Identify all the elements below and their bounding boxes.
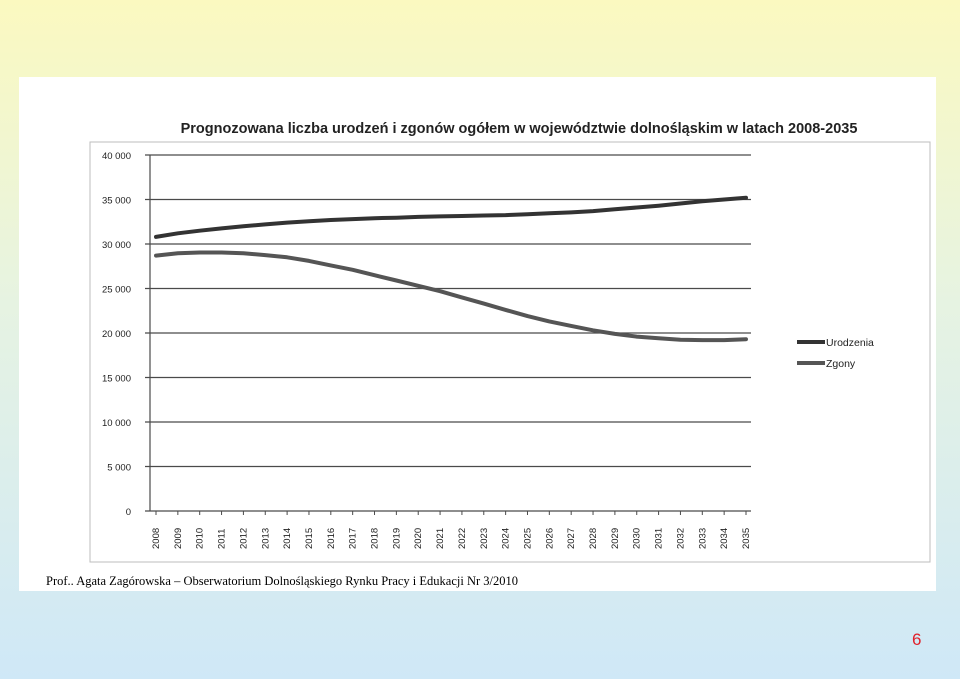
x-tick-label: 2034 (719, 528, 730, 549)
x-tick-label: 2014 (282, 528, 293, 549)
series-lines (154, 195, 748, 343)
x-tick-label: 2029 (610, 528, 621, 549)
x-tick-label: 2028 (588, 528, 599, 549)
x-tick-label: 2012 (238, 528, 249, 549)
x-tick-label: 2020 (413, 528, 424, 549)
y-tick-label: 0 (126, 507, 131, 518)
x-tick-label: 2019 (391, 528, 402, 549)
chart-image: Prognozowana liczba urodzeń i zgonów ogó… (19, 77, 936, 591)
x-tick-label: 2016 (326, 528, 337, 549)
legend: Urodzenia Zgony (797, 337, 874, 370)
x-tick-label: 2026 (544, 528, 555, 549)
y-tick-label: 10 000 (102, 418, 131, 429)
x-axis-ticks: 2008 2009 2010 2011 2012 2013 2014 2015 2016 2017… (151, 511, 752, 549)
legend-label: Zgony (826, 358, 856, 370)
y-tick-label: 30 000 (102, 240, 131, 251)
x-tick-label: 2013 (260, 528, 271, 549)
x-tick-label: 2024 (501, 528, 512, 549)
gridlines (145, 154, 751, 512)
legend-label: Urodzenia (826, 337, 874, 349)
chart-title: Prognozowana liczba urodzeń i zgonów ogó… (181, 121, 858, 137)
x-tick-label: 2010 (195, 528, 206, 549)
x-tick-label: 2031 (654, 528, 665, 549)
x-tick-label: 2027 (566, 528, 577, 549)
plot-frame (89, 141, 931, 563)
x-tick-label: 2008 (151, 528, 162, 549)
page-number: 6 (912, 630, 922, 649)
y-tick-label: 40 000 (102, 151, 131, 162)
x-tick-label: 2023 (479, 528, 490, 549)
series-line-urodzenia (154, 195, 748, 239)
x-tick-label: 2035 (741, 528, 752, 549)
y-tick-label: 35 000 (102, 196, 131, 207)
y-tick-label: 20 000 (102, 329, 131, 340)
series-line-zgony (154, 250, 748, 343)
y-axis-ticks: 0 5 000 10 000 15 000 20 000 25 000 30 000 35 0… (102, 151, 131, 518)
x-tick-label: 2033 (697, 528, 708, 549)
x-tick-label: 2032 (675, 528, 686, 549)
x-tick-label: 2017 (348, 528, 359, 549)
x-tick-label: 2011 (217, 529, 228, 549)
source-caption: Prof.. Agata Zagórowska – Obserwatorium … (46, 574, 518, 588)
x-tick-label: 2009 (173, 528, 184, 549)
y-tick-label: 5 000 (107, 463, 131, 474)
x-tick-label: 2021 (435, 528, 446, 549)
x-tick-label: 2022 (457, 528, 468, 549)
x-tick-label: 2030 (632, 528, 643, 549)
x-tick-label: 2018 (370, 528, 381, 549)
y-tick-label: 15 000 (102, 374, 131, 385)
line-chart: Prognozowana liczba urodzeń i zgonów ogó… (89, 121, 931, 563)
x-tick-label: 2025 (522, 528, 533, 549)
x-tick-label: 2015 (304, 528, 315, 549)
y-tick-label: 25 000 (102, 285, 131, 296)
